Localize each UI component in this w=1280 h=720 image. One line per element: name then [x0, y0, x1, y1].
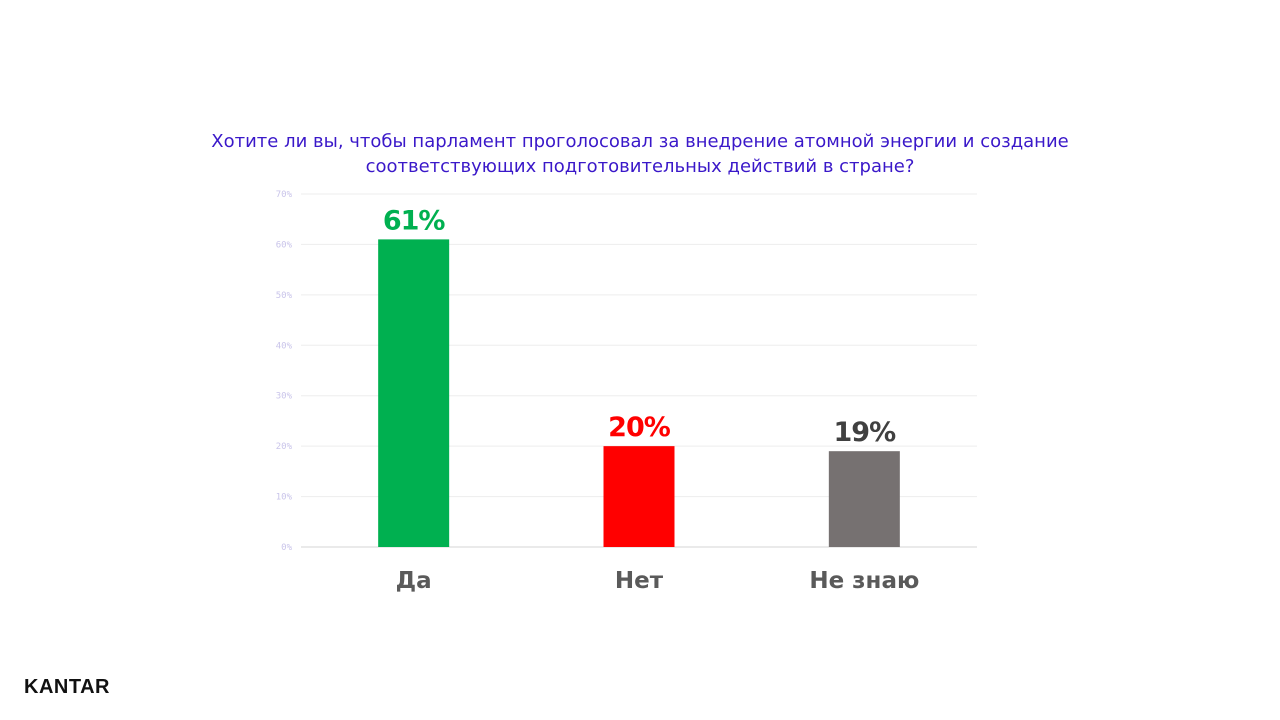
bar: [378, 239, 450, 547]
y-tick-label: 30%: [276, 392, 293, 402]
x-category-label: Не знаю: [809, 568, 919, 594]
bar-value-label: 19%: [834, 417, 897, 448]
chart-title-line-2: соответствующих подготовительных действи…: [365, 156, 915, 177]
brand-text: KANTAR: [24, 676, 110, 698]
y-tick-label: 20%: [276, 442, 293, 452]
y-tick-label: 60%: [276, 240, 293, 250]
y-tick-label: 70%: [276, 190, 293, 200]
bar-value-label: 20%: [608, 412, 671, 443]
bar-value-label: 61%: [383, 205, 446, 236]
x-category-label: Да: [396, 568, 432, 594]
y-tick-label: 40%: [276, 341, 293, 351]
kantar-logo: KANTAR: [24, 676, 110, 699]
chart-title-line-1: Хотите ли вы, чтобы парламент проголосов…: [211, 131, 1069, 152]
bar: [603, 446, 675, 547]
y-tick-label: 10%: [276, 493, 293, 503]
x-category-label: Нет: [615, 568, 664, 594]
y-tick-label: 50%: [276, 291, 293, 301]
bar: [828, 451, 900, 547]
chart-title: Хотите ли вы, чтобы парламент проголосов…: [140, 129, 1140, 179]
y-tick-label: 0%: [281, 543, 292, 553]
